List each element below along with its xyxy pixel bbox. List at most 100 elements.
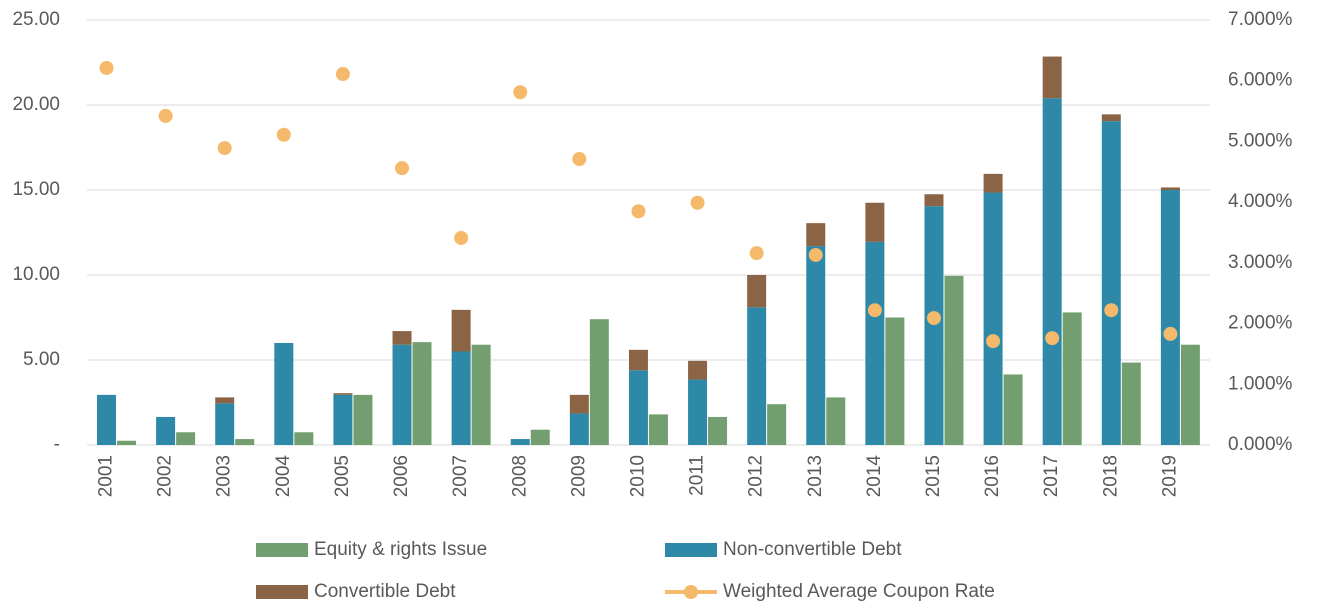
bar [451,351,471,445]
y2-tick-label: 5.000% [1228,130,1293,151]
bar [471,344,491,445]
x-tick-label: 2014 [864,455,885,498]
bar [451,309,471,352]
bar [865,241,885,445]
y-tick-label: 10.00 [12,264,60,285]
point [867,303,882,318]
y2-tick-label: 1.000% [1228,373,1293,394]
x-tick-label: 2008 [509,455,530,497]
point [454,230,469,245]
bar [1101,121,1121,446]
point [926,311,941,326]
x-tick-label: 2005 [332,455,353,497]
bar [924,194,944,207]
bar [983,192,1003,445]
y2-tick-label: 7.000% [1228,9,1293,30]
bar [569,394,589,414]
y2-tick-label: 2.000% [1228,313,1293,334]
y2-tick-label: 6.000% [1228,70,1293,91]
bar [628,349,648,371]
bar [826,397,846,445]
legend-swatch [256,543,308,557]
bar [648,414,668,445]
y-tick-label: - [54,434,60,455]
x-tick-label: 2010 [627,455,648,497]
x-tick-label: 2012 [746,455,767,497]
bar [235,439,255,445]
point [395,161,410,176]
x-tick-label: 2007 [450,455,471,497]
bar [176,432,196,445]
point [808,247,823,262]
x-tick-label: 2003 [214,455,235,497]
bar [215,403,235,445]
bar [97,394,116,445]
bar [215,397,235,404]
bar [806,246,826,445]
bar [806,223,826,247]
legend-label: Weighted Average Coupon Rate [723,581,995,602]
x-tick-label: 2002 [155,455,176,497]
bar [688,379,708,445]
bar [353,394,373,445]
bar [688,360,708,380]
bar [392,344,412,445]
point [99,60,114,75]
point [1104,303,1119,318]
bar [1160,187,1180,190]
bar [294,432,314,445]
point [158,108,173,123]
x-tick-label: 2011 [687,455,708,496]
x-tick-label: 2001 [96,455,117,497]
y-tick-label: 15.00 [12,179,60,200]
point [513,85,528,100]
point [217,141,232,156]
x-tick-label: 2009 [568,455,589,497]
bar [1062,312,1082,445]
bar [589,319,609,445]
point [986,334,1001,349]
bar [983,173,1003,193]
legend-label: Convertible Debt [314,581,456,602]
bar [530,429,550,445]
legend-marker [684,585,698,599]
point [1045,331,1060,346]
bar [628,370,648,445]
bar [747,275,767,308]
x-tick-label: 2016 [982,455,1003,497]
y-tick-label: 20.00 [12,94,60,115]
bar [1121,362,1141,445]
bar [1042,56,1062,99]
x-tick-label: 2018 [1100,455,1121,497]
bar [767,404,787,445]
bar [412,342,432,445]
x-tick-label: 2019 [1159,455,1180,497]
bar [1003,374,1023,445]
bar [156,416,176,445]
point [335,67,350,82]
x-tick-label: 2006 [391,455,412,497]
point [1163,326,1178,341]
y-tick-label: 5.00 [23,349,60,370]
bar [510,439,530,445]
x-tick-label: 2017 [1041,455,1062,497]
x-tick-label: 2004 [273,455,294,498]
bar [1180,344,1200,445]
bar [333,394,353,445]
legend-label: Equity & rights Issue [314,539,487,560]
bar [117,440,136,445]
point [631,204,646,219]
bar [274,343,294,445]
bar [392,331,412,345]
bar [569,413,589,445]
legend-swatch [256,585,308,599]
y2-tick-label: 3.000% [1228,252,1293,273]
bar [1101,114,1121,122]
bar [885,317,905,445]
y2-tick-label: 0.000% [1228,434,1293,455]
bar [333,393,353,395]
point [276,127,291,142]
y2-tick-label: 4.000% [1228,191,1293,212]
point [572,152,587,167]
